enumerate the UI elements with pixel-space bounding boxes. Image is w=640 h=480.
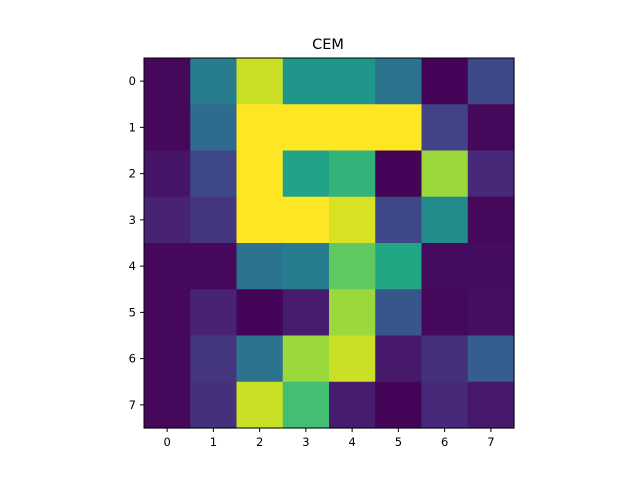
heatmap-cell-r4-c0 [144,243,191,290]
heatmap-cell-r2-c0 [144,150,191,198]
heatmap-cell-r1-c4 [329,104,376,152]
y-tick-label: 3 [129,213,136,227]
x-tick-label: 0 [163,435,170,449]
heatmap-cell-r7-c5 [375,381,423,429]
heatmap-cell-r7-c1 [190,381,238,429]
x-tick-label: 3 [302,435,309,449]
heatmap-cell-r0-c1 [190,58,238,105]
heatmap-cell-r6-c3 [282,335,330,383]
heatmap-cell-r6-c5 [375,335,423,383]
x-tick-label: 7 [487,435,494,449]
x-tick-label: 4 [348,435,355,449]
y-tick-label: 5 [129,305,136,319]
y-tick-label: 2 [129,167,136,181]
heatmap-cell-r3-c3 [282,196,330,244]
heatmap-cell-r1-c1 [190,104,238,152]
heatmap-cell-r7-c4 [329,381,376,429]
heatmap-cell-r1-c3 [282,104,330,152]
heatmap-cell-r0-c7 [467,58,515,105]
y-tick-label: 6 [129,352,136,366]
heatmap-cell-r5-c6 [421,289,469,337]
heatmap-cell-r5-c7 [467,289,515,337]
heatmap-cell-r3-c1 [190,196,238,244]
heatmap-cell-r2-c7 [467,150,515,198]
y-axis: 0 1 2 3 4 5 6 7 [129,74,144,412]
heatmap-cell-r7-c3 [282,381,330,429]
heatmap-cell-r6-c1 [190,335,238,383]
heatmap-cell-r0-c0 [144,58,191,105]
heatmap-cell-r1-c0 [144,104,191,152]
heatmap-cells [144,58,515,429]
heatmap-cell-r2-c3 [282,150,330,198]
y-tick-label: 1 [129,120,136,134]
heatmap-cell-r0-c6 [421,58,469,105]
heatmap-cell-r3-c4 [329,196,376,244]
heatmap-cell-r5-c0 [144,289,191,337]
x-axis: 0 1 2 3 4 5 6 7 [163,428,495,449]
heatmap-cell-r2-c5 [375,150,423,198]
x-tick-label: 1 [210,435,217,449]
heatmap-cell-r4-c2 [236,243,284,290]
heatmap-cell-r6-c2 [236,335,284,383]
heatmap-cell-r3-c0 [144,196,191,244]
heatmap-cell-r3-c6 [421,196,469,244]
heatmap-cell-r3-c5 [375,196,423,244]
heatmap-cell-r4-c5 [375,243,423,290]
heatmap-cell-r2-c6 [421,150,469,198]
y-tick-label: 0 [129,74,136,88]
heatmap-cell-r7-c6 [421,381,469,429]
heatmap-cell-r2-c1 [190,150,238,198]
heatmap-cell-r2-c4 [329,150,376,198]
heatmap-cell-r5-c1 [190,289,238,337]
heatmap-cell-r3-c7 [467,196,515,244]
x-tick-label: 5 [395,435,402,449]
y-tick-label: 4 [129,259,136,273]
heatmap-cell-r6-c0 [144,335,191,383]
heatmap-cell-r5-c2 [236,289,284,337]
chart-title: CEM [312,37,344,53]
heatmap-cell-r4-c7 [467,243,515,290]
heatmap-cell-r2-c2 [236,150,284,198]
heatmap-cell-r4-c3 [282,243,330,290]
heatmap-cell-r6-c6 [421,335,469,383]
heatmap-cell-r7-c7 [467,381,515,429]
heatmap-cell-r6-c7 [467,335,515,383]
heatmap-cell-r5-c4 [329,289,376,337]
heatmap-cell-r6-c4 [329,335,376,383]
heatmap-cell-r4-c6 [421,243,469,290]
plot-frame [143,57,515,429]
heatmap-cell-r7-c0 [144,381,191,429]
x-tick-label: 6 [441,435,448,449]
x-tick-label: 2 [256,435,263,449]
heatmap-cell-r0-c3 [282,58,330,105]
heatmap-cell-r0-c4 [329,58,376,105]
y-tick-label: 7 [129,398,136,412]
heatmap-cell-r1-c5 [375,104,423,152]
heatmap-cell-r7-c2 [236,381,284,429]
heatmap-cell-r4-c1 [190,243,238,290]
heatmap-cell-r5-c5 [375,289,423,337]
heatmap-cell-r1-c2 [236,104,284,152]
heatmap-cell-r0-c5 [375,58,423,105]
heatmap-cell-r4-c4 [329,243,376,290]
heatmap-cell-r1-c7 [467,104,515,152]
heatmap-cell-r1-c6 [421,104,469,152]
heatmap-cell-r0-c2 [236,58,284,105]
heatmap-cell-r3-c2 [236,196,284,244]
heatmap-cell-r5-c3 [282,289,330,337]
